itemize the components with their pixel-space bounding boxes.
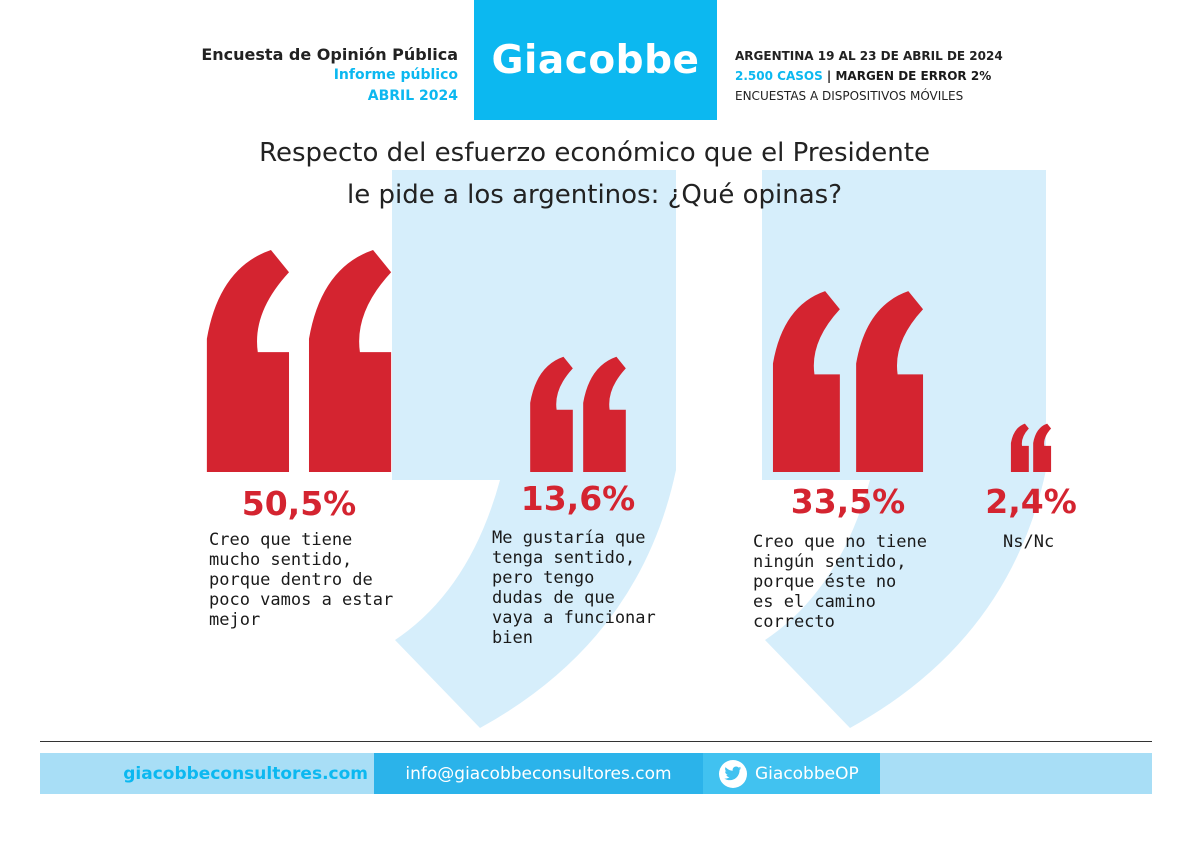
survey-cases: 2.500 CASOS [735,69,823,83]
quote-mark-4-right [1033,423,1052,472]
survey-sample-line: 2.500 CASOS | MARGEN DE ERROR 2% [735,66,1003,86]
email-link[interactable]: info@giacobbeconsultores.com [374,753,703,794]
twitter-icon [719,759,747,788]
quote-mark-3-left [772,291,840,472]
header-right: ARGENTINA 19 AL 23 DE ABRIL DE 2024 2.50… [735,46,1003,106]
category-label-2: Me gustaría que tenga sentido, pero tengo d… [492,528,656,648]
category-label-3-line-2: ningún sentido, [753,552,907,572]
header-left: Encuesta de Opinión Pública Informe públ… [201,44,458,107]
category-label-2-line-1: Me gustaría que [492,528,646,548]
category-label-3-line-4: es el camino [753,592,876,612]
category-label-2-line-4: dudas de que [492,588,615,608]
logo-text: Giacobbe [491,37,700,83]
quote-mark-1-right [308,250,392,472]
category-label-1-line-5: mejor [209,610,261,630]
survey-margin: MARGEN DE ERROR 2% [835,69,992,83]
twitter-link[interactable]: GiacobbeOP [703,753,880,794]
quote-mark-2-right [583,356,626,472]
website-link[interactable]: giacobbeconsultores.com [40,753,374,794]
category-label-2-line-6: bien [492,628,533,648]
twitter-handle: GiacobbeOP [755,763,859,784]
chart-title-line-1: Respecto del esfuerzo económico que el P… [259,138,930,168]
category-label-1-line-3: porque dentro de [209,570,373,590]
report-date: ABRIL 2024 [367,88,458,104]
survey-method: ENCUESTAS A DISPOSITIVOS MÓVILES [735,89,964,103]
survey-title: Encuesta de Opinión Pública [201,45,458,64]
quote-mark-2-left [530,356,573,472]
quote-mark-4-left [1010,423,1029,472]
category-label-2-line-5: vaya a funcionar [492,608,656,628]
category-label-4: Ns/Nc [1003,532,1054,552]
category-label-1: Creo que tiene mucho sentido, porque dentr… [209,530,393,630]
website-text: giacobbeconsultores.com [123,763,368,784]
chart-title: Respecto del esfuerzo económico que el P… [0,132,1189,216]
category-label-2-line-3: pero tengo [492,568,595,588]
category-label-3-line-5: correcto [753,612,835,632]
value-label-3: 33,5% [791,482,906,521]
category-label-2-line-2: tenga sentido, [492,548,636,568]
value-label-1: 50,5% [242,484,357,523]
quote-mark-3-right [856,291,924,472]
giacobbe-logo: Giacobbe [474,0,717,120]
footer-rule [40,741,1152,742]
value-label-4: 2,4% [985,482,1077,521]
survey-location-dates: ARGENTINA 19 AL 23 DE ABRIL DE 2024 [735,49,1003,63]
category-label-3-line-3: porque éste no [753,572,897,592]
category-label-1-line-1: Creo que tiene [209,530,353,550]
chart-title-line-2: le pide a los argentinos: ¿Qué opinas? [346,180,843,210]
category-label-1-line-4: poco vamos a estar [209,590,394,610]
category-label-1-line-2: mucho sentido, [209,550,353,570]
survey-separator: | [822,69,836,83]
quote-mark-1-left [206,250,290,472]
category-label-4-line-1: Ns/Nc [1003,532,1055,552]
value-label-2: 13,6% [521,479,636,518]
category-label-3: Creo que no tiene ningún sentido, porque é… [753,532,927,632]
footer-bar: giacobbeconsultores.com info@giacobbecon… [40,753,1152,794]
report-type: Informe público [333,67,458,83]
category-label-3-line-1: Creo que no tiene [753,532,927,552]
email-text: info@giacobbeconsultores.com [405,763,672,784]
